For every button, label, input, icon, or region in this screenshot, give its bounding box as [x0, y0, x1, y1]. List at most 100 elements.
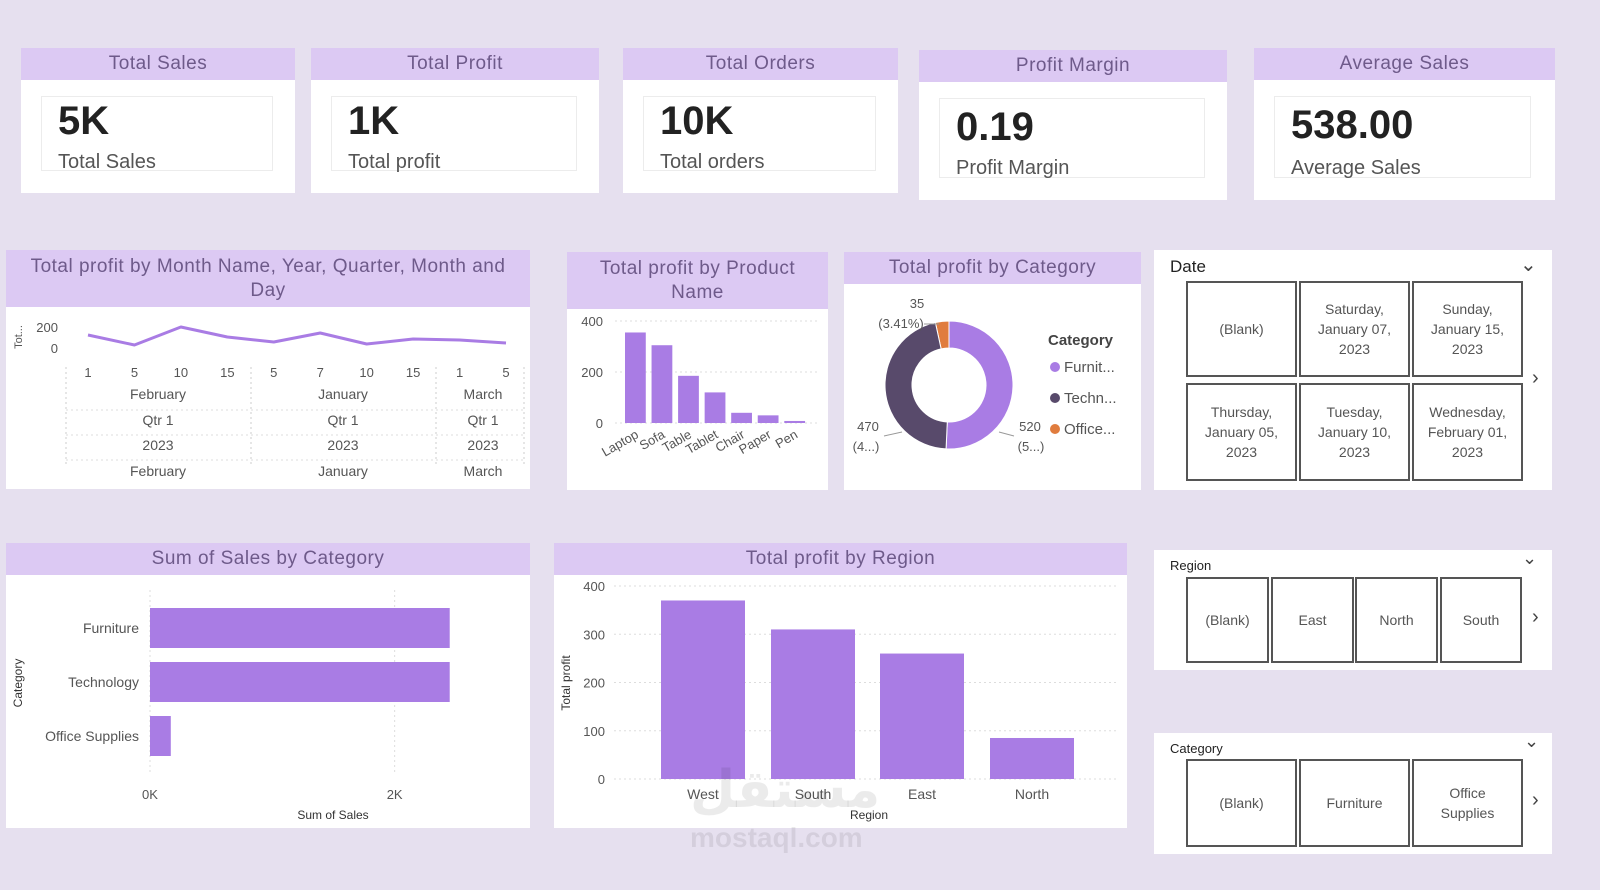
x-tick-label: Laptop — [599, 427, 641, 460]
x-tick-label: Pen — [773, 427, 801, 452]
slicer-tile[interactable]: Sunday, January 15, 2023 — [1412, 281, 1523, 377]
bar — [757, 415, 779, 423]
slicer-tile[interactable]: North — [1355, 577, 1438, 663]
region-bar-chart[interactable]: 400 300 200 100 0 West South East North Region Tot… — [554, 575, 1127, 828]
x-tick-label: 5 — [270, 365, 277, 380]
kpi-card-profit-margin: Profit Margin 0.19 Profit Margin — [919, 50, 1227, 200]
y-tick-label: 0 — [596, 416, 603, 431]
kpi-header: Profit Margin — [919, 50, 1227, 82]
y-axis-label: Category — [11, 659, 25, 708]
legend-marker — [1050, 393, 1060, 403]
x-tick-label: 5 — [131, 365, 138, 380]
kpi-card-total-orders: Total Orders 10K Total orders — [623, 48, 898, 193]
kpi-value: 538.00 — [1291, 103, 1414, 147]
category-donut-chart[interactable]: 35 (3.41%) 470 (4...) 520 (5...) Category Furni… — [844, 284, 1141, 490]
x-axis-label: Region — [850, 808, 888, 822]
x-tick-label: East — [908, 786, 936, 802]
x-tick-label: South — [795, 786, 832, 802]
kpi-label: Total Sales — [58, 151, 156, 173]
slicer-tile[interactable]: Furniture — [1299, 759, 1410, 847]
chart-title: Total profit by Category — [844, 252, 1141, 284]
slicer-tile[interactable]: Wednesday, February 01, 2023 — [1412, 383, 1523, 481]
x-group-quarter: Qtr 1 — [467, 412, 498, 428]
donut-slice — [945, 320, 1014, 450]
y-tick-label: 200 — [581, 365, 603, 380]
leader-line — [883, 431, 903, 437]
slice-value-label: 520 — [1019, 419, 1041, 434]
chevron-down-icon[interactable]: ⌄ — [1520, 254, 1537, 276]
x-tick-label: North — [1015, 786, 1049, 802]
x-group-year: 2023 — [142, 437, 173, 453]
x-tick-label: 10 — [359, 365, 373, 380]
legend-label: Furnit... — [1064, 359, 1115, 376]
bar — [150, 608, 450, 648]
bar — [731, 412, 752, 423]
bar — [704, 392, 726, 423]
kpi-inner: 538.00 Average Sales — [1274, 96, 1531, 179]
legend-title: Category — [1048, 332, 1114, 349]
x-group-year: 2023 — [467, 437, 498, 453]
chart-title: Total profit by Region — [554, 543, 1127, 575]
slicer-tile[interactable]: Saturday, January 07, 2023 — [1299, 281, 1410, 377]
bar — [784, 420, 806, 423]
chevron-right-icon[interactable]: › — [1532, 367, 1539, 389]
x-tick-label: 15 — [406, 365, 420, 380]
kpi-card-total-profit: Total Profit 1K Total profit — [311, 48, 599, 193]
slicer-title: Category — [1170, 741, 1223, 756]
bar — [625, 332, 646, 423]
watermark-text: mostaql.com — [690, 822, 863, 853]
chevron-down-icon[interactable]: ⌄ — [1522, 548, 1538, 568]
chart-title: Sum of Sales by Category — [6, 543, 530, 575]
slicer-title: Date — [1170, 257, 1206, 276]
y-tick-label: Office Supplies — [45, 728, 139, 744]
slicer-tile[interactable]: Tuesday, January 10, 2023 — [1299, 383, 1410, 481]
slicer-tile[interactable]: (Blank) — [1186, 281, 1297, 377]
kpi-label: Total orders — [660, 151, 765, 173]
slicer-tile[interactable]: Thursday, January 05, 2023 — [1186, 383, 1297, 481]
y-tick-label: 0 — [51, 341, 58, 356]
y-tick-label: 100 — [583, 724, 605, 739]
kpi-value: 5K — [58, 99, 110, 143]
kpi-card-total-sales: Total Sales 5K Total Sales — [21, 48, 295, 193]
slicer-title: Region — [1170, 558, 1212, 573]
y-axis-label: Total profit — [559, 655, 573, 711]
kpi-value: 10K — [660, 99, 734, 143]
x-tick-label: 15 — [220, 365, 234, 380]
kpi-header: Total Sales — [21, 48, 295, 80]
product-chart-card: Total profit by Product Name 400 200 0 Lapt… — [567, 252, 828, 490]
kpi-label: Average Sales — [1291, 157, 1421, 179]
slicer-tile[interactable]: South — [1440, 577, 1522, 663]
x-group-month: February — [130, 386, 186, 402]
bar — [771, 629, 855, 779]
chevron-down-icon[interactable]: ⌄ — [1524, 731, 1540, 751]
slice-value-label: 470 — [857, 419, 879, 434]
region-slicer: Region ⌄ (Blank) East North South › — [1154, 548, 1552, 670]
slicer-tile[interactable]: East — [1271, 577, 1354, 663]
x-group-quarter: Qtr 1 — [142, 412, 173, 428]
x-group-month: January — [318, 386, 368, 402]
x-tick-label: 0K — [142, 787, 158, 802]
chevron-right-icon[interactable]: › — [1532, 789, 1539, 811]
x-group-month-name: March — [464, 463, 503, 479]
x-tick-label: 7 — [317, 365, 324, 380]
y-tick-label: 200 — [583, 676, 605, 691]
legend-label: Office... — [1064, 421, 1115, 438]
sales-category-card: Sum of Sales by Category 0K 2K Furniture Te… — [6, 543, 530, 828]
slicer-tile[interactable]: Office Supplies — [1412, 759, 1523, 847]
sales-category-bar-chart[interactable]: 0K 2K Furniture Technology Office Supplies Su… — [6, 575, 530, 828]
kpi-header: Total Profit — [311, 48, 599, 80]
x-group-month-name: February — [130, 463, 186, 479]
line-chart-card: Total profit by Month Name, Year, Quarte… — [6, 250, 530, 489]
bar — [651, 345, 673, 423]
chevron-right-icon[interactable]: › — [1532, 606, 1539, 628]
legend-marker — [1050, 424, 1060, 434]
series-line — [87, 325, 507, 347]
slicer-tile[interactable]: (Blank) — [1186, 759, 1297, 847]
y-tick-label: Technology — [68, 674, 139, 690]
x-tick-label: 1 — [456, 365, 463, 380]
chart-title: Total profit by Product Name — [567, 252, 828, 309]
slicer-tile[interactable]: (Blank) — [1186, 577, 1269, 663]
y-axis-label: Tot... — [13, 325, 25, 349]
